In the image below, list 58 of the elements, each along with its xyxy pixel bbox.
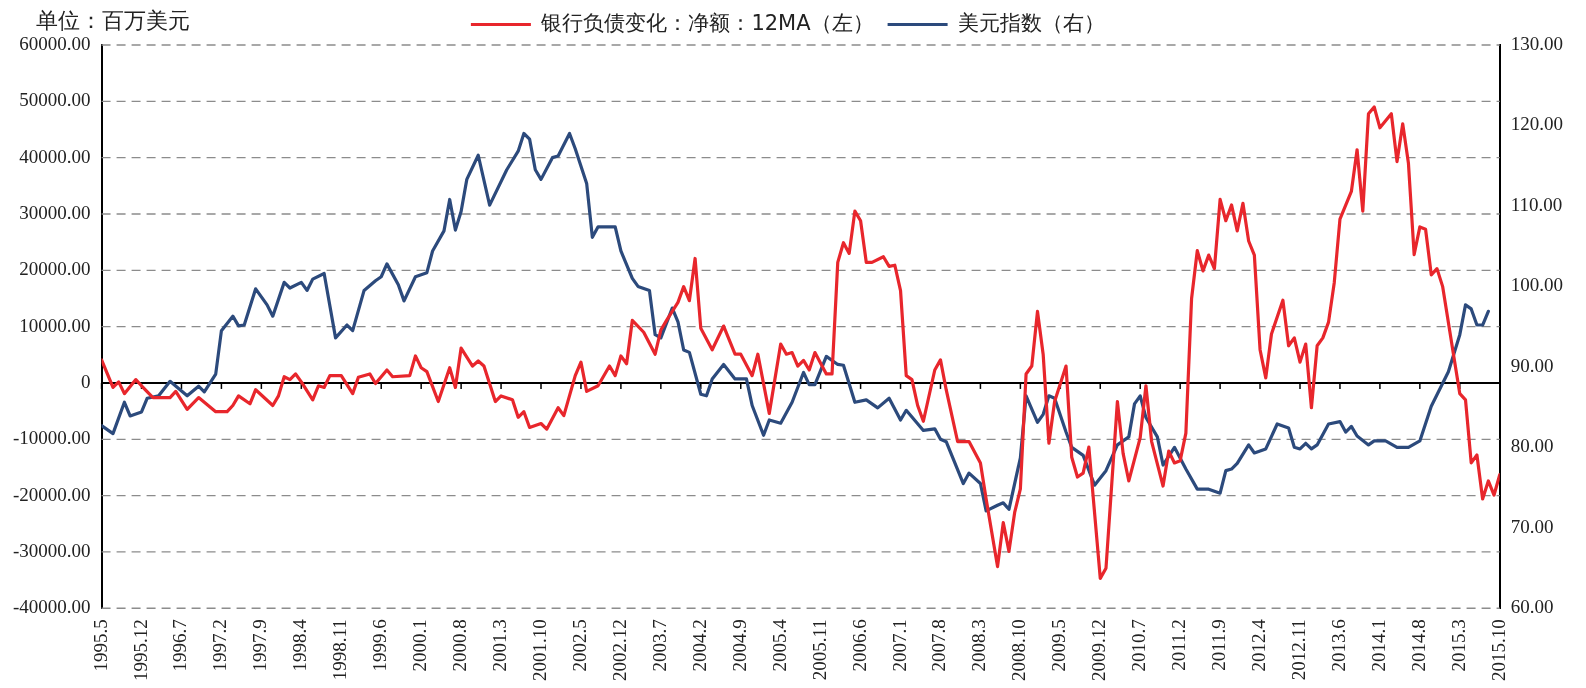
x-tick-label: 1999.6	[369, 619, 391, 672]
y-tick-label: -30000.00	[13, 539, 91, 561]
y2-tick-label: 100.00	[1510, 274, 1563, 296]
y-tick-label: 0	[81, 370, 91, 392]
x-tick-label: 1998.11	[329, 619, 351, 681]
x-tick-label: 2015.3	[1447, 619, 1469, 672]
x-tick-label: 2000.1	[409, 619, 431, 672]
y-tick-label: 10000.00	[19, 314, 91, 336]
x-tick-label: 2014.8	[1407, 619, 1429, 672]
y-tick-label: 50000.00	[19, 89, 91, 111]
y-tick-label: 40000.00	[19, 145, 91, 167]
x-tick-label: 1998.4	[289, 618, 311, 672]
x-tick-label: 1995.12	[129, 619, 151, 681]
legend-label: 银行负债变化：净额：12MA（左）	[540, 10, 874, 35]
x-tick-label: 2002.5	[568, 619, 590, 672]
x-tick-label: 2001.3	[489, 619, 511, 672]
y2-tick-label: 80.00	[1510, 435, 1554, 457]
x-tick-label: 2008.10	[1008, 619, 1030, 681]
x-tick-label: 2006.6	[848, 619, 870, 672]
y2-tick-label: 70.00	[1510, 515, 1554, 537]
x-tick-label: 2011.9	[1208, 619, 1230, 671]
x-tick-label: 2000.8	[449, 619, 471, 672]
y-tick-label: 20000.00	[19, 258, 91, 280]
x-tick-label: 2009.5	[1048, 619, 1070, 672]
y2-tick-label: 90.00	[1510, 354, 1554, 376]
legend-label: 美元指数（右）	[958, 10, 1106, 35]
x-tick-label: 2001.10	[528, 619, 550, 681]
y-tick-label: 60000.00	[19, 32, 91, 54]
x-tick-label: 2002.12	[608, 619, 630, 681]
x-tick-label: 2010.7	[1128, 619, 1150, 672]
x-tick-label: 1996.7	[169, 619, 191, 672]
x-tick-label: 2004.9	[728, 619, 750, 672]
x-tick-label: 1997.9	[249, 619, 271, 672]
y-tick-label: -40000.00	[13, 596, 91, 618]
x-tick-label: 1997.2	[209, 619, 231, 672]
x-tick-label: 2012.4	[1248, 618, 1270, 672]
x-tick-label: 2013.6	[1327, 619, 1349, 672]
y2-tick-label: 110.00	[1510, 193, 1563, 215]
x-tick-label: 2004.2	[688, 619, 710, 672]
y-tick-label: 30000.00	[19, 201, 91, 223]
y2-tick-label: 120.00	[1510, 113, 1563, 135]
y-tick-label: -20000.00	[13, 483, 91, 505]
y-tick-label: -10000.00	[13, 427, 91, 449]
x-tick-label: 2005.4	[768, 618, 790, 672]
x-tick-label: 2009.12	[1088, 619, 1110, 681]
x-tick-label: 2012.11	[1288, 619, 1309, 681]
x-tick-label: 2015.10	[1487, 619, 1509, 681]
x-tick-label: 1995.5	[89, 619, 111, 672]
y2-tick-label: 130.00	[1510, 32, 1563, 54]
x-tick-label: 2007.1	[888, 619, 910, 672]
x-tick-label: 2003.7	[648, 619, 670, 672]
x-tick-label: 2007.8	[928, 619, 950, 672]
x-tick-label: 2005.11	[808, 619, 830, 681]
y2-tick-label: 60.00	[1510, 596, 1554, 618]
x-tick-label: 2011.2	[1168, 619, 1190, 671]
x-tick-label: 2008.3	[968, 619, 990, 672]
x-tick-label: 2014.1	[1367, 619, 1389, 672]
y-axis-title: 单位：百万美元	[36, 7, 190, 33]
